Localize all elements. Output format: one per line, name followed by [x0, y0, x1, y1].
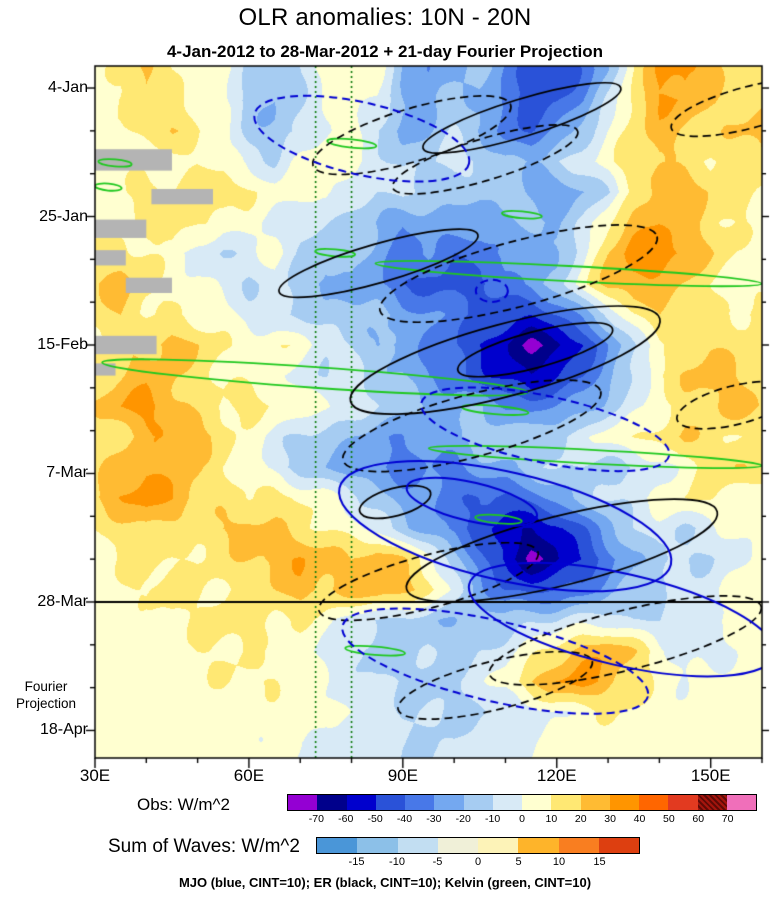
obs-colorbar-label: Obs: W/m^2 — [137, 795, 230, 814]
colorbar-tick-label: 0 — [519, 813, 525, 825]
colorbar-segment — [375, 795, 405, 810]
colorbar-segment — [317, 838, 358, 853]
colorbar-tick-label: -30 — [426, 813, 442, 825]
fourier-projection-label: Fourier Projection — [2, 678, 90, 712]
colorbar-segment — [288, 795, 318, 810]
y-tick-label: 15-Feb — [37, 336, 88, 353]
colorbar-segment — [580, 795, 610, 810]
colorbar-tick-label: 15 — [593, 856, 606, 868]
colorbar-tick-label: -50 — [367, 813, 383, 825]
colorbar-segment — [609, 795, 639, 810]
colorbar-segment — [405, 795, 435, 810]
colorbar-segment — [726, 795, 756, 810]
colorbar-segment — [434, 795, 464, 810]
colorbar-segment — [598, 838, 639, 853]
colorbar-tick-label: 20 — [574, 813, 587, 825]
colorbar-segment — [558, 838, 599, 853]
x-tick-label: 150E — [690, 766, 731, 785]
colorbar-tick-label: 0 — [474, 856, 482, 868]
sum-colorbar-ticks: -15 -10 -5 0 5 10 15 — [316, 856, 640, 869]
colorbar-segment — [639, 795, 669, 810]
colorbar-tick-label: -70 — [308, 813, 324, 825]
colorbar-tick-label: -5 — [432, 856, 443, 868]
colorbar-segment — [551, 795, 581, 810]
x-tick-label: 120E — [536, 766, 577, 785]
colorbar-segment — [522, 795, 552, 810]
x-tick-label: 60E — [233, 766, 265, 785]
legend-note: MJO (blue, CINT=10); ER (black, CINT=10)… — [178, 875, 592, 890]
sum-colorbar-label: Sum of Waves: W/m^2 — [108, 836, 300, 857]
colorbar-segment — [492, 795, 522, 810]
colorbar-segment — [478, 838, 519, 853]
sum-colorbar — [316, 837, 640, 854]
colorbar-segment — [346, 795, 376, 810]
colorbar-tick-label: -10 — [485, 813, 501, 825]
page-subtitle: 4-Jan-2012 to 28-Mar-2012 + 21-day Fouri… — [166, 42, 604, 61]
fourier-label-line1: Fourier — [24, 679, 68, 694]
x-tick-label: 90E — [387, 766, 418, 785]
colorbar-tick-label: 50 — [663, 813, 675, 825]
colorbar-tick-label: 70 — [721, 813, 734, 825]
page-title: OLR anomalies: 10N - 20N — [238, 4, 532, 31]
colorbar-segment — [463, 795, 493, 810]
y-tick-label: 7-Mar — [46, 464, 88, 482]
colorbar-segment — [437, 838, 478, 853]
colorbar-tick-label: -20 — [455, 813, 471, 825]
x-tick-label: 30E — [79, 766, 111, 785]
colorbar-tick-label: -40 — [396, 813, 413, 825]
colorbar-tick-label: -10 — [389, 856, 405, 868]
colorbar-tick-label: 60 — [692, 813, 705, 825]
colorbar-segment — [518, 838, 559, 853]
y-tick-label: 18-Apr — [39, 721, 88, 739]
colorbar-segment — [357, 838, 398, 853]
obs-colorbar — [287, 794, 757, 811]
y-tick-label: 4-Jan — [47, 79, 88, 97]
colorbar-tick-label: 30 — [604, 813, 616, 825]
colorbar-tick-label: 5 — [515, 856, 522, 868]
fourier-label-line2: Projection — [15, 696, 77, 711]
colorbar-tick-label: 10 — [545, 813, 558, 825]
colorbar-tick-label: 40 — [633, 813, 646, 825]
colorbar-tick-label: -60 — [338, 813, 354, 825]
y-tick-label: 25-Jan — [39, 207, 88, 225]
colorbar-tick-label: -15 — [348, 856, 365, 868]
colorbar-tick-label: 10 — [552, 856, 566, 868]
colorbar-segment — [668, 795, 698, 810]
colorbar-segment — [697, 795, 727, 810]
obs-colorbar-ticks: -70 -60 -50 -40 -30 -20 -10 0 10 20 30 40 50 60 70 — [287, 813, 757, 826]
colorbar-segment — [397, 838, 438, 853]
colorbar-segment — [317, 795, 347, 810]
y-tick-label: 28-Mar — [37, 592, 88, 610]
